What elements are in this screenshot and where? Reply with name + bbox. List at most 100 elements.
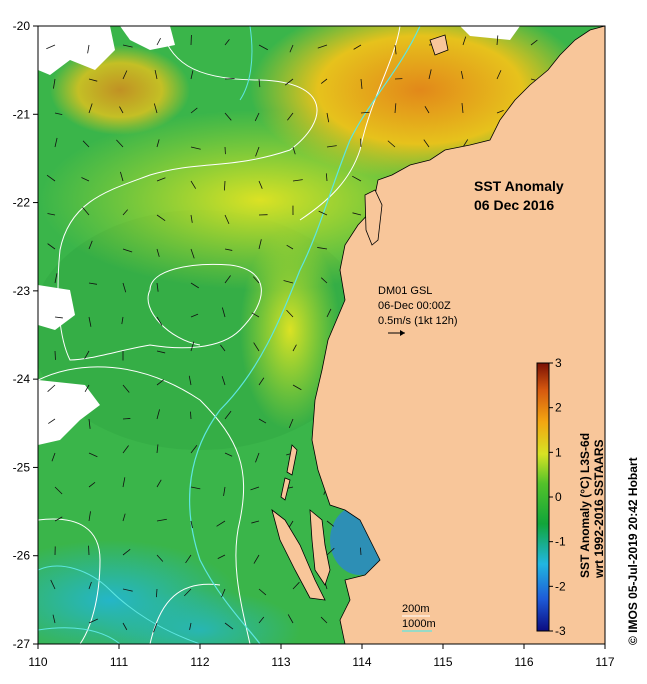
contour-1000m-4 — [38, 627, 121, 644]
current-arrow-icon — [190, 214, 193, 223]
current-arrow-icon — [253, 554, 260, 564]
current-arrow-icon — [462, 36, 467, 46]
peron-peninsula — [309, 509, 331, 586]
current-arrow-icon — [224, 248, 233, 251]
y-axis: -20 -21 -22 -23 -24 -25 -26 -27 — [13, 19, 38, 651]
current-arrow-icon — [255, 146, 260, 157]
depth-1000m-label: 1000m — [402, 618, 436, 630]
current-arrow-icon — [122, 588, 133, 592]
current-arrow-icon — [352, 175, 362, 182]
colorbar-label-line1: SST Anomaly (°C) L3S-6d — [578, 433, 592, 578]
current-arrow-icon — [326, 547, 335, 556]
current-arrow-icon — [88, 240, 93, 250]
current-arrow-icon — [289, 44, 294, 53]
current-arrow-icon — [224, 275, 231, 284]
current-arrow-icon — [190, 313, 199, 318]
x-tick-label: 116 — [514, 655, 533, 669]
current-arrow-icon — [155, 588, 158, 598]
cloud-gap-nw — [38, 26, 115, 75]
current-arrow-icon — [54, 112, 63, 116]
current-arrow-icon — [317, 247, 328, 250]
current-arrow-icon — [156, 444, 159, 454]
current-arrow-icon — [156, 518, 167, 522]
current-arrow-icon — [190, 520, 193, 529]
current-arrow-icon — [292, 581, 300, 590]
australia-landmass — [311, 26, 605, 644]
current-arrow-icon — [190, 180, 197, 189]
current-arrow-icon — [188, 375, 192, 386]
current-arrow-icon — [116, 139, 124, 148]
current-arrow-icon — [530, 39, 538, 46]
current-arrow-icon — [423, 139, 430, 148]
current-arrow-icon — [220, 344, 226, 352]
current-arrow-icon — [394, 103, 397, 114]
current-arrow-icon — [156, 316, 163, 326]
current-arrow-icon — [462, 139, 469, 148]
current-arrow-icon — [360, 547, 362, 556]
contour-200m-south — [38, 366, 251, 644]
y-tick-label: -20 — [13, 19, 31, 33]
current-arrow-icon — [122, 209, 128, 216]
dorre-island — [280, 477, 291, 501]
current-arrow-icon — [51, 452, 56, 462]
y-tick-label: -26 — [13, 549, 31, 563]
current-arrow-icon — [424, 106, 430, 114]
current-arrow-icon — [292, 179, 303, 182]
anomaly-warm-northwest — [50, 45, 190, 135]
current-arrow-icon — [224, 39, 230, 46]
current-arrow-icon — [224, 410, 232, 420]
contour-200m — [57, 26, 318, 361]
current-arrow-icon — [360, 78, 363, 89]
credit-text: © IMOS 05-Jul-2019 20:42 Hobart — [626, 457, 640, 645]
current-arrow-icon — [258, 180, 263, 189]
current-arrow-icon — [496, 110, 504, 114]
current-arrow-icon — [82, 207, 90, 216]
contour-200m-south-2 — [38, 518, 101, 644]
north-west-cape — [364, 189, 383, 246]
current-arrow-icon — [258, 588, 267, 596]
current-arrow-icon — [287, 112, 294, 121]
current-arrow-icon — [326, 520, 334, 527]
current-arrow-icon — [88, 103, 93, 114]
current-arrow-icon — [224, 112, 232, 121]
current-arrow-icon — [318, 210, 328, 216]
current-arrow-icon — [258, 377, 265, 386]
y-tick-label: -22 — [13, 196, 31, 210]
current-arrow-icon — [88, 316, 92, 327]
current-arrow-icon — [156, 554, 164, 562]
current-arrow-icon — [48, 418, 56, 424]
current-arrow-icon — [46, 44, 56, 50]
current-arrow-icon — [224, 78, 235, 80]
current-arrow-icon — [88, 78, 98, 82]
current-arrow-icon — [460, 70, 464, 80]
current-arrow-icon — [121, 316, 124, 325]
current-arrow-icon — [87, 44, 90, 54]
current-arrow-icon — [224, 214, 230, 225]
current-arrow-icon — [496, 35, 499, 46]
current-arrow-icon — [252, 276, 260, 284]
x-tick-label: 110 — [28, 655, 47, 669]
current-arrow-icon — [190, 445, 198, 454]
current-arrow-icon — [122, 548, 131, 556]
current-arrow-icon — [258, 78, 261, 88]
y-tick-label: -21 — [13, 107, 31, 121]
current-arrow-icon — [122, 248, 133, 253]
current-arrow-icon — [47, 213, 56, 216]
current-arrow-icon — [320, 277, 328, 284]
current-arrow-icon — [88, 282, 98, 285]
current-arrow-icon — [190, 70, 194, 80]
colorbar-tick-label: 3 — [555, 356, 562, 370]
current-arrow-icon — [360, 111, 370, 114]
current-arrow-icon — [190, 107, 198, 114]
current-arrow-icon — [54, 137, 58, 148]
current-arrow-icon — [428, 69, 432, 80]
current-arrow-icon — [387, 140, 396, 148]
current-arrow-icon — [292, 146, 296, 155]
contour-1000m — [189, 26, 421, 644]
y-tick-label: -23 — [13, 284, 31, 298]
current-arrow-icon — [156, 350, 166, 354]
current-arrow-icon — [251, 312, 260, 318]
current-arrow-icon — [156, 282, 159, 292]
colorbar-tick-label: -3 — [555, 624, 566, 638]
